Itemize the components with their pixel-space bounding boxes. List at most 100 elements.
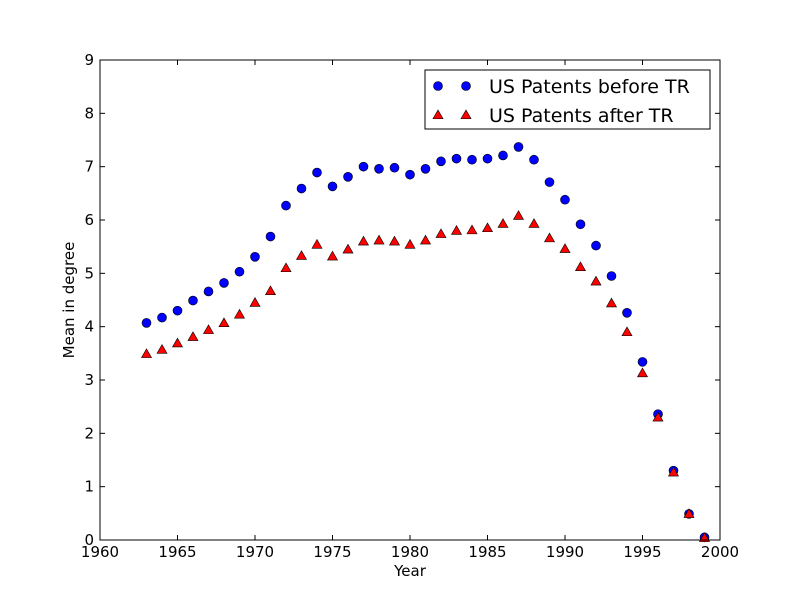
x-tick-label: 1965	[158, 543, 196, 561]
legend-marker-before	[433, 81, 443, 91]
point-before-tr	[606, 271, 617, 281]
point-after-tr	[466, 224, 478, 235]
point-after-tr	[233, 308, 246, 319]
x-tick-label: 1985	[468, 543, 506, 561]
point-before-tr	[575, 219, 586, 230]
point-before-tr	[529, 154, 539, 165]
point-after-tr	[202, 324, 215, 334]
point-after-tr	[528, 218, 540, 228]
legend-markers	[432, 81, 472, 120]
point-after-tr	[187, 331, 199, 341]
point-before-tr	[188, 295, 198, 306]
ticks: 1960 1965 1970 1975 1980 1985 1990 1995 2000 0 1 2 3…	[81, 51, 739, 561]
x-tick-label: 1990	[546, 543, 584, 561]
point-before-tr	[498, 150, 508, 161]
y-tick-label: 4	[84, 318, 94, 336]
x-tick-label: 1975	[313, 543, 351, 561]
point-after-tr	[156, 343, 168, 354]
point-before-tr	[219, 278, 229, 288]
point-before-tr	[467, 154, 477, 165]
legend: US Patents before TR US Patents after TR	[424, 69, 711, 130]
point-before-tr	[591, 240, 601, 251]
y-tick-label: 3	[84, 371, 94, 389]
plot-frame	[99, 59, 721, 541]
point-before-tr	[560, 194, 570, 205]
point-before-tr	[296, 183, 307, 194]
legend-marker-after	[432, 109, 444, 120]
legend-label-before: US Patents before TR	[489, 76, 690, 98]
point-before-tr	[234, 266, 245, 277]
point-after-tr	[636, 367, 649, 378]
y-tick-label: 8	[84, 104, 94, 122]
point-after-tr	[543, 232, 556, 243]
y-tick-label: 9	[84, 51, 94, 69]
point-after-tr	[605, 297, 618, 308]
point-after-tr	[264, 285, 277, 295]
point-after-tr	[497, 218, 509, 228]
data-points	[140, 142, 711, 543]
x-tick-label: 2000	[701, 543, 739, 561]
point-before-tr	[141, 318, 152, 328]
point-before-tr	[420, 164, 431, 174]
point-after-tr	[357, 235, 370, 246]
point-after-tr	[574, 261, 587, 271]
point-after-tr	[404, 238, 416, 249]
point-before-tr	[374, 164, 384, 174]
point-after-tr	[435, 228, 447, 238]
y-tick-label: 2	[84, 424, 94, 442]
plot-area	[100, 60, 720, 540]
point-after-tr	[388, 235, 401, 246]
x-axis-label: Year	[393, 562, 427, 580]
point-before-tr	[358, 161, 369, 172]
point-after-tr	[342, 243, 354, 254]
point-after-tr	[450, 225, 463, 235]
point-before-tr	[312, 167, 322, 178]
point-after-tr	[559, 243, 571, 253]
x-tick-label: 1995	[623, 543, 661, 561]
point-before-tr	[327, 181, 338, 192]
point-after-tr	[295, 250, 308, 260]
point-before-tr	[544, 177, 555, 187]
point-before-tr	[405, 169, 415, 180]
point-before-tr	[250, 251, 260, 262]
point-after-tr	[326, 250, 339, 261]
point-before-tr	[389, 162, 400, 173]
point-after-tr	[218, 317, 230, 327]
point-before-tr	[513, 142, 524, 152]
x-tick-label: 1960	[81, 543, 119, 561]
y-tick-label: 7	[84, 158, 94, 176]
y-tick-label: 6	[84, 211, 94, 229]
point-before-tr	[622, 307, 632, 318]
point-after-tr	[280, 262, 292, 273]
point-after-tr	[419, 234, 432, 245]
point-after-tr	[698, 532, 711, 542]
point-before-tr	[172, 305, 183, 316]
point-after-tr	[140, 348, 153, 358]
point-after-tr	[311, 238, 323, 249]
point-before-tr	[482, 153, 493, 164]
point-before-tr	[637, 357, 648, 367]
legend-label-after: US Patents after TR	[489, 105, 674, 127]
y-tick-label: 5	[84, 264, 94, 282]
y-tick-label: 0	[84, 531, 94, 549]
legend-marker-after	[460, 109, 472, 120]
y-axis-label: Mean in degree	[60, 242, 78, 359]
point-before-tr	[343, 172, 353, 182]
x-tick-label: 1970	[236, 543, 274, 561]
point-before-tr	[436, 156, 446, 167]
point-before-tr	[157, 312, 167, 323]
point-after-tr	[512, 210, 525, 220]
point-before-tr	[265, 231, 276, 242]
point-after-tr	[373, 234, 385, 245]
point-after-tr	[683, 508, 695, 518]
point-after-tr	[652, 411, 664, 422]
point-before-tr	[451, 153, 462, 164]
point-before-tr	[281, 200, 291, 211]
point-after-tr	[667, 466, 680, 477]
point-after-tr	[481, 222, 494, 233]
legend-marker-before	[461, 81, 471, 91]
point-after-tr	[590, 275, 602, 286]
y-tick-label: 1	[84, 478, 94, 496]
point-before-tr	[203, 286, 214, 297]
